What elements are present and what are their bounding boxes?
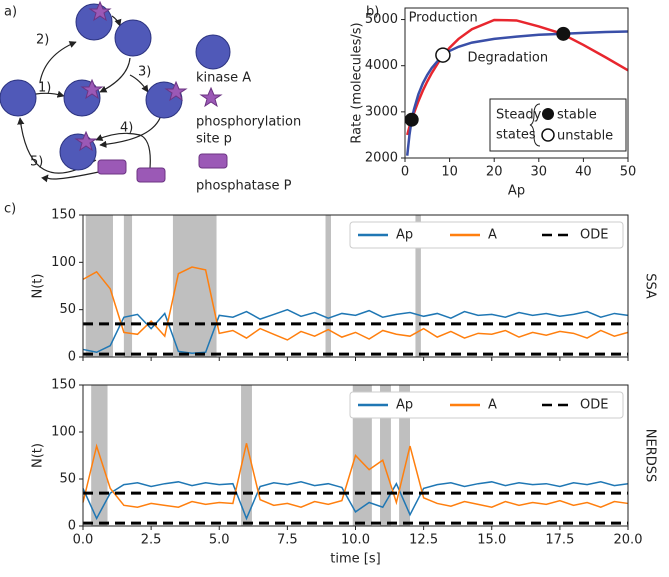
x-tick-label: 50 xyxy=(620,165,637,180)
legend-text: stable xyxy=(557,108,597,123)
series-line xyxy=(82,443,629,509)
x-tick-label: 10 xyxy=(441,165,458,180)
x-axis-label: time [s] xyxy=(330,552,380,567)
legend-unstable xyxy=(541,128,555,142)
y-tick-label: 150 xyxy=(51,378,76,393)
x-tick-label: 5.0 xyxy=(209,533,230,548)
x-tick-label: 15.0 xyxy=(477,533,506,548)
panel-label: a) xyxy=(4,5,17,20)
legend-text: A xyxy=(488,398,497,413)
stable-point xyxy=(556,26,571,41)
stars xyxy=(74,0,223,152)
x-axis-label: Ap xyxy=(508,184,525,199)
stable-point xyxy=(404,112,419,127)
side-label: SSA xyxy=(643,273,658,299)
x-tick-label: 12.5 xyxy=(409,533,438,548)
x-tick-label: 7.5 xyxy=(277,533,298,548)
y-tick-label: 150 xyxy=(51,208,76,223)
x-tick-label: 2.5 xyxy=(141,533,162,548)
step-label: 3) xyxy=(138,65,151,80)
y-tick-label: 3000 xyxy=(365,104,398,119)
y-tick-label: 4000 xyxy=(365,58,398,73)
legend-box xyxy=(349,391,624,419)
y-tick-label: 50 xyxy=(59,302,76,317)
series-annotation: Degradation xyxy=(467,51,548,66)
brace xyxy=(529,103,541,147)
diagram: a) 1) 2) 3) 4) 5) kinase A phosphorylati… xyxy=(0,0,301,194)
legend-text: Ap xyxy=(396,228,413,243)
steady-legend-title: Steady xyxy=(496,108,542,123)
y-axis-label: N(t) xyxy=(31,274,46,299)
step-label: 1) xyxy=(38,81,51,96)
legend-box xyxy=(349,221,624,249)
side-label: NERDSS xyxy=(643,429,658,483)
legend-text: phosphatase P xyxy=(196,179,292,194)
x-tick-label: 0.0 xyxy=(73,533,94,548)
x-tick-label: 10.0 xyxy=(341,533,370,548)
shaded-region xyxy=(352,385,372,526)
steady-legend-box xyxy=(489,98,627,152)
y-tick-label: 2000 xyxy=(365,151,398,166)
legend-stable xyxy=(542,108,554,120)
series-annotation: Production xyxy=(409,11,478,26)
step-label: 5) xyxy=(30,155,43,170)
plot-frame xyxy=(404,7,629,159)
legend-text: kinase A xyxy=(196,71,251,86)
panel-label: b) xyxy=(366,5,379,20)
y-tick-label: 100 xyxy=(51,425,76,440)
x-tick-label: 40 xyxy=(575,165,592,180)
y-axis-label: N(t) xyxy=(31,443,46,468)
shaded-region xyxy=(241,385,252,526)
y-tick-label: 100 xyxy=(51,255,76,270)
x-tick-label: 0 xyxy=(401,165,409,180)
shaded-region xyxy=(123,215,133,357)
series-line xyxy=(82,308,629,354)
panel-label: c) xyxy=(4,202,16,217)
unstable-point xyxy=(435,47,451,63)
legend-text: A xyxy=(488,228,497,243)
legend-text: ODE xyxy=(580,398,608,413)
shaded-region xyxy=(415,215,421,357)
series-line xyxy=(82,266,629,341)
x-tick-label: 20.0 xyxy=(614,533,643,548)
shaded-region xyxy=(380,385,391,526)
legend-text: unstable xyxy=(557,129,613,144)
x-tick-label: 30 xyxy=(531,165,548,180)
series-line xyxy=(82,481,629,521)
shaded-region xyxy=(172,215,217,357)
y-tick-label: 5000 xyxy=(365,12,398,27)
x-tick-label: 20 xyxy=(486,165,503,180)
x-tick-label: 17.5 xyxy=(545,533,574,548)
y-tick-label: 50 xyxy=(59,472,76,487)
phosphatases xyxy=(97,153,228,183)
y-tick-label: 0 xyxy=(68,519,76,534)
y-axis-label: Rate (molecules/s) xyxy=(350,22,365,143)
step-label: 4) xyxy=(120,121,133,136)
shaded-region xyxy=(325,215,331,357)
legend-text: Ap xyxy=(396,398,413,413)
step-label: 2) xyxy=(36,33,49,48)
legend-text: phosphorylation xyxy=(196,115,301,130)
steady-legend-title: states xyxy=(496,128,536,143)
legend-text: site p xyxy=(196,132,232,147)
shaded-region xyxy=(399,385,410,526)
legend-text: ODE xyxy=(580,228,608,243)
arrows xyxy=(17,15,161,183)
y-tick-label: 0 xyxy=(68,350,76,365)
